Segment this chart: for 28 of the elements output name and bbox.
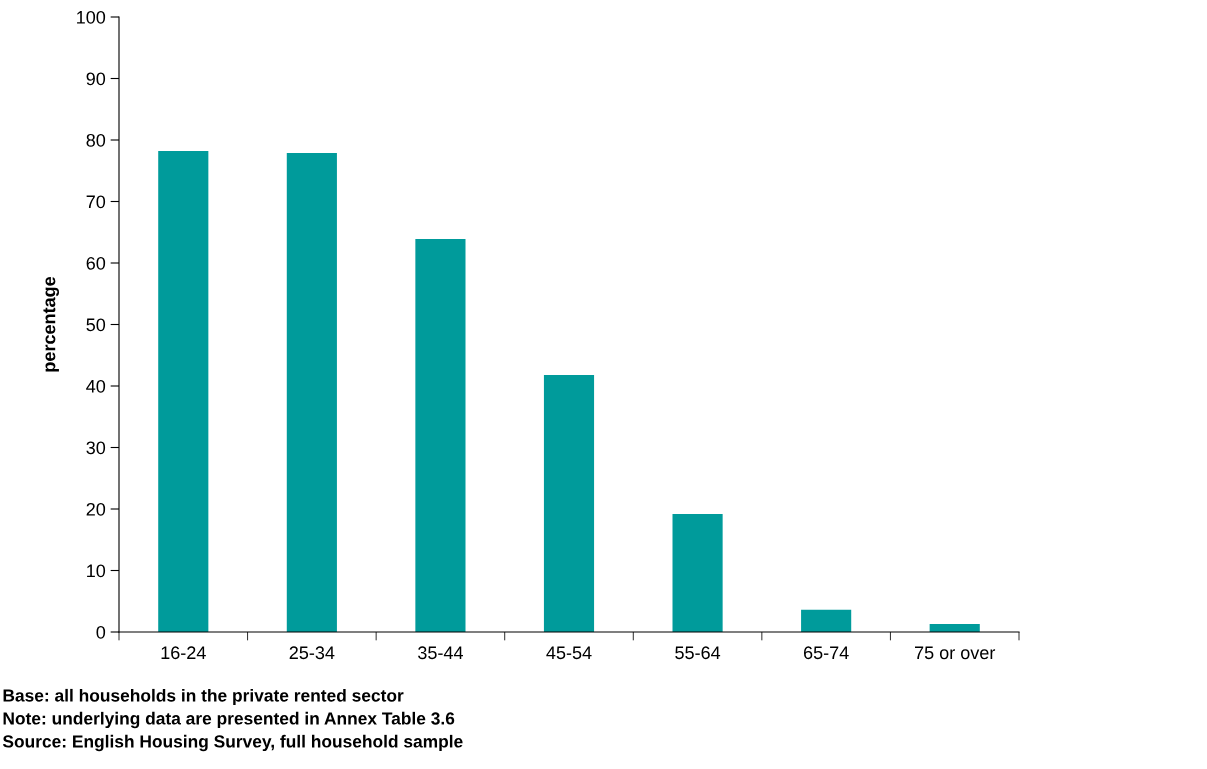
y-axis-title: percentage bbox=[43, 276, 60, 372]
bar bbox=[543, 374, 595, 632]
x-tick-label: 25-34 bbox=[289, 646, 335, 660]
bar bbox=[286, 152, 337, 632]
y-tick-label: 100 bbox=[77, 10, 106, 24]
bar bbox=[158, 151, 209, 632]
y-tick-label: 30 bbox=[86, 441, 106, 455]
bar bbox=[415, 239, 466, 632]
bar bbox=[672, 513, 723, 632]
x-tick-label: 45-54 bbox=[546, 646, 592, 660]
y-tick-label: 10 bbox=[87, 564, 106, 578]
y-tick-label: 40 bbox=[86, 379, 106, 393]
y-tick-label: 60 bbox=[86, 256, 106, 270]
x-tick-label: 16-24 bbox=[161, 646, 206, 660]
source-note: Source: English Housing Survey, full household sample bbox=[2, 734, 463, 752]
text: Note: underlying data are presented in Annex Table 3.6 bbox=[3, 711, 455, 729]
x-tick-label: 75 or over bbox=[915, 646, 996, 660]
y-tick-label: 20 bbox=[86, 502, 106, 516]
y-tick-label: 50 bbox=[86, 318, 106, 332]
x-tick-label: 35-44 bbox=[418, 646, 463, 660]
x-tick-label: 65-74 bbox=[803, 646, 849, 660]
y-tick-label: 90 bbox=[86, 72, 106, 86]
y-tick-label: 0 bbox=[96, 625, 106, 639]
text: Base: all households in the private rented sector bbox=[3, 688, 404, 706]
x-tick-label: 55-64 bbox=[675, 646, 721, 660]
bar bbox=[801, 609, 852, 632]
y-tick-label: 80 bbox=[86, 133, 106, 147]
y-tick-label: 70 bbox=[86, 195, 106, 209]
